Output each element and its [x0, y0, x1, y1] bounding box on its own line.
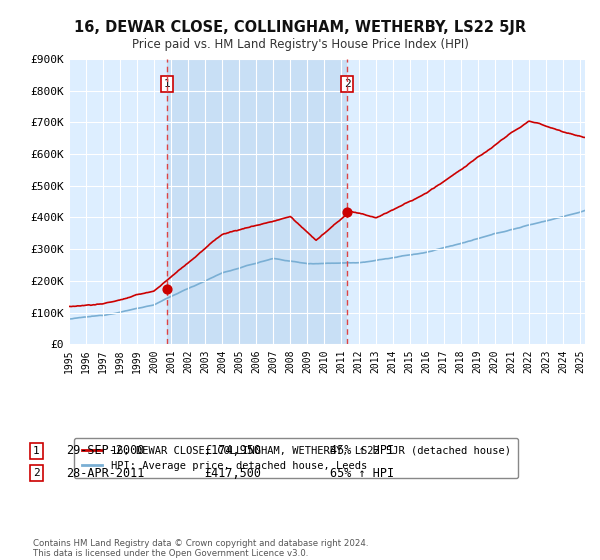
- Text: 45% ↑ HPI: 45% ↑ HPI: [330, 444, 394, 458]
- Text: 29-SEP-2000: 29-SEP-2000: [66, 444, 145, 458]
- Text: Contains HM Land Registry data © Crown copyright and database right 2024.
This d: Contains HM Land Registry data © Crown c…: [33, 539, 368, 558]
- Text: 16, DEWAR CLOSE, COLLINGHAM, WETHERBY, LS22 5JR: 16, DEWAR CLOSE, COLLINGHAM, WETHERBY, L…: [74, 20, 526, 35]
- Text: £174,950: £174,950: [204, 444, 261, 458]
- Legend: 16, DEWAR CLOSE, COLLINGHAM, WETHERBY, LS22 5JR (detached house), HPI: Average p: 16, DEWAR CLOSE, COLLINGHAM, WETHERBY, L…: [74, 438, 518, 478]
- Text: 1: 1: [164, 79, 170, 89]
- Text: £417,500: £417,500: [204, 466, 261, 480]
- Point: [162, 284, 172, 293]
- Text: 2: 2: [344, 79, 350, 89]
- Bar: [167, 59, 347, 344]
- Point: [342, 207, 352, 216]
- Text: Price paid vs. HM Land Registry's House Price Index (HPI): Price paid vs. HM Land Registry's House …: [131, 38, 469, 51]
- Text: 28-APR-2011: 28-APR-2011: [66, 466, 145, 480]
- Text: 65% ↑ HPI: 65% ↑ HPI: [330, 466, 394, 480]
- Text: 2: 2: [33, 468, 40, 478]
- Text: 1: 1: [33, 446, 40, 456]
